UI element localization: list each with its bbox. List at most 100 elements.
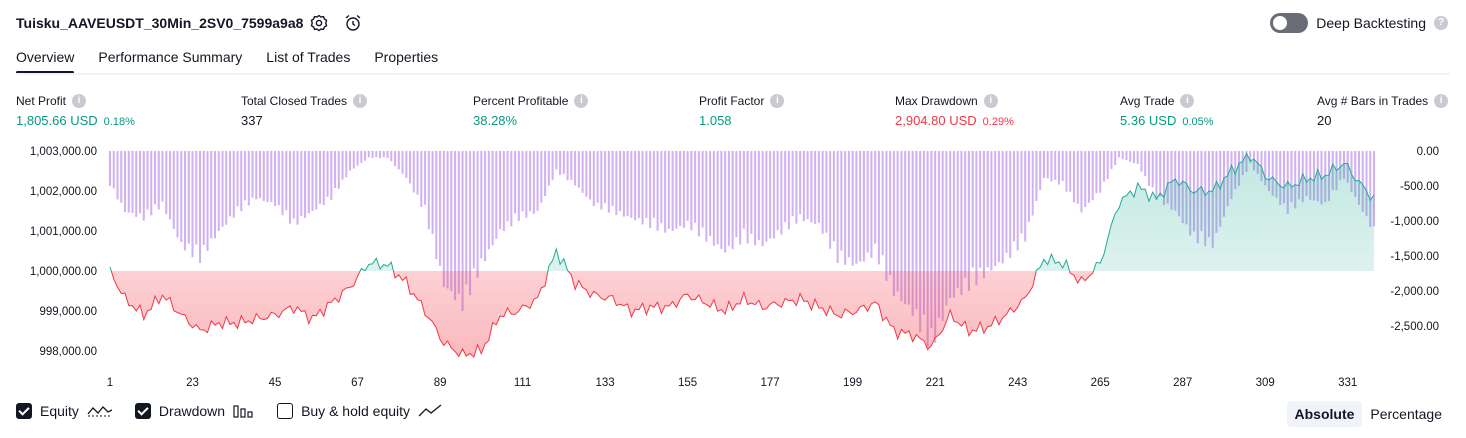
drawdown-bar (1069, 151, 1071, 192)
deep-backtesting-toggle[interactable] (1270, 13, 1308, 33)
legend-equity-label: Equity (40, 403, 79, 419)
tab-list-of-trades[interactable]: List of Trades (254, 48, 362, 74)
drawdown-bar (158, 151, 160, 210)
drawdown-bar (972, 151, 974, 268)
y-left-tick-label: 1,003,000.00 (30, 146, 97, 158)
drawdown-bar (278, 151, 280, 205)
drawdown-bar (131, 151, 133, 213)
drawdown-bar (154, 151, 156, 204)
drawdown-bar (364, 151, 366, 161)
stat-value: 38.28% (473, 113, 517, 128)
drawdown-bar (342, 151, 344, 180)
drawdown-bar (270, 151, 272, 202)
drawdown-bar (203, 151, 205, 245)
legend-buy-hold[interactable]: Buy & hold equity (277, 403, 442, 419)
drawdown-bar (409, 151, 411, 183)
drawdown-bar (574, 151, 576, 185)
drawdown-bar (593, 151, 595, 206)
drawdown-bar (349, 151, 351, 170)
info-icon[interactable]: i (574, 94, 588, 108)
info-icon[interactable]: i (1434, 94, 1448, 108)
equity-line-icon (87, 404, 113, 418)
stat-label: Profit Factor (699, 94, 764, 108)
tab-properties[interactable]: Properties (362, 48, 450, 74)
drawdown-bar (473, 151, 475, 268)
drawdown-bar (184, 151, 186, 250)
deep-backtesting-label: Deep Backtesting (1316, 15, 1426, 31)
drawdown-bar (867, 151, 869, 253)
equity-checkbox[interactable] (16, 403, 32, 419)
buy-hold-checkbox[interactable] (277, 403, 293, 419)
drawdown-bar (495, 151, 497, 239)
drawdown-bar (1159, 151, 1161, 196)
drawdown-bar (735, 151, 737, 237)
drawdown-bar (529, 151, 531, 211)
drawdown-bar (1133, 151, 1135, 163)
drawdown-bar (690, 151, 692, 230)
drawdown-bar (315, 151, 317, 210)
drawdown-bar (814, 151, 816, 224)
drawdown-bar (180, 151, 182, 242)
drawdown-bar (304, 151, 306, 218)
drawdown-bar (221, 151, 223, 227)
drawdown-bar (293, 151, 295, 218)
drawdown-bar (176, 151, 178, 238)
absolute-button[interactable]: Absolute (1287, 401, 1363, 427)
drawdown-bar (998, 151, 1000, 262)
drawdown-bar (638, 151, 640, 218)
drawdown-bar (1140, 151, 1142, 172)
drawdown-bar (499, 151, 501, 229)
drawdown-bar (484, 151, 486, 261)
drawdown-bar (139, 151, 141, 213)
drawdown-bar (874, 151, 876, 244)
info-icon[interactable]: i (770, 94, 784, 108)
y-left-tick-label: 1,002,000.00 (30, 186, 97, 198)
alarm-clock-icon[interactable] (343, 13, 363, 33)
help-icon[interactable]: ? (1434, 16, 1448, 30)
x-tick-label: 155 (678, 377, 697, 389)
drawdown-bar (319, 151, 321, 204)
drawdown-bar (1062, 151, 1064, 181)
drawdown-bar (169, 151, 171, 219)
tab-overview[interactable]: Overview (16, 48, 86, 74)
y-right-tick-label: -2,500.00 (1390, 321, 1439, 333)
drawdown-bar (739, 151, 741, 245)
legend-drawdown[interactable]: Drawdown (135, 403, 255, 419)
drawdown-bar (675, 151, 677, 229)
drawdown-bar (537, 151, 539, 211)
legend-equity[interactable]: Equity (16, 403, 113, 419)
drawdown-bar (492, 151, 494, 245)
settings-gear-icon[interactable] (309, 13, 329, 33)
drawdown-bar (780, 151, 782, 234)
drawdown-bar (225, 151, 227, 225)
drawdown-bar (1047, 151, 1049, 178)
drawdown-bar (263, 151, 265, 201)
stat-avg-bars: Avg # Bars in Trades i 20 (1317, 94, 1448, 128)
stat-label: Net Profit (16, 94, 66, 108)
drawdown-bar (1054, 151, 1056, 180)
drawdown-bar (784, 151, 786, 222)
info-icon[interactable]: i (984, 94, 998, 108)
drawdown-bar (1084, 151, 1086, 207)
y-left-tick-label: 999,000.00 (39, 306, 97, 318)
drawdown-bar (649, 151, 651, 228)
info-icon[interactable]: i (353, 94, 367, 108)
drawdown-bar (522, 151, 524, 211)
buy-hold-line-icon (418, 404, 442, 418)
drawdown-bar (188, 151, 190, 244)
tab-performance-summary[interactable]: Performance Summary (86, 48, 254, 74)
drawdown-bar (829, 151, 831, 249)
drawdown-bar (191, 151, 193, 257)
info-icon[interactable]: i (1180, 94, 1194, 108)
drawdown-bar (604, 151, 606, 203)
drawdown-bar (619, 151, 621, 211)
info-icon[interactable]: i (72, 94, 86, 108)
stat-label: Max Drawdown (895, 94, 978, 108)
drawdown-bar (405, 151, 407, 178)
drawdown-bar (653, 151, 655, 218)
drawdown-checkbox[interactable] (135, 403, 151, 419)
drawdown-bars-icon (233, 404, 255, 418)
drawdown-bar (570, 151, 572, 180)
chart-legend: Equity Drawdown Buy & hold equity (16, 403, 464, 419)
percentage-button[interactable]: Percentage (1362, 401, 1450, 427)
